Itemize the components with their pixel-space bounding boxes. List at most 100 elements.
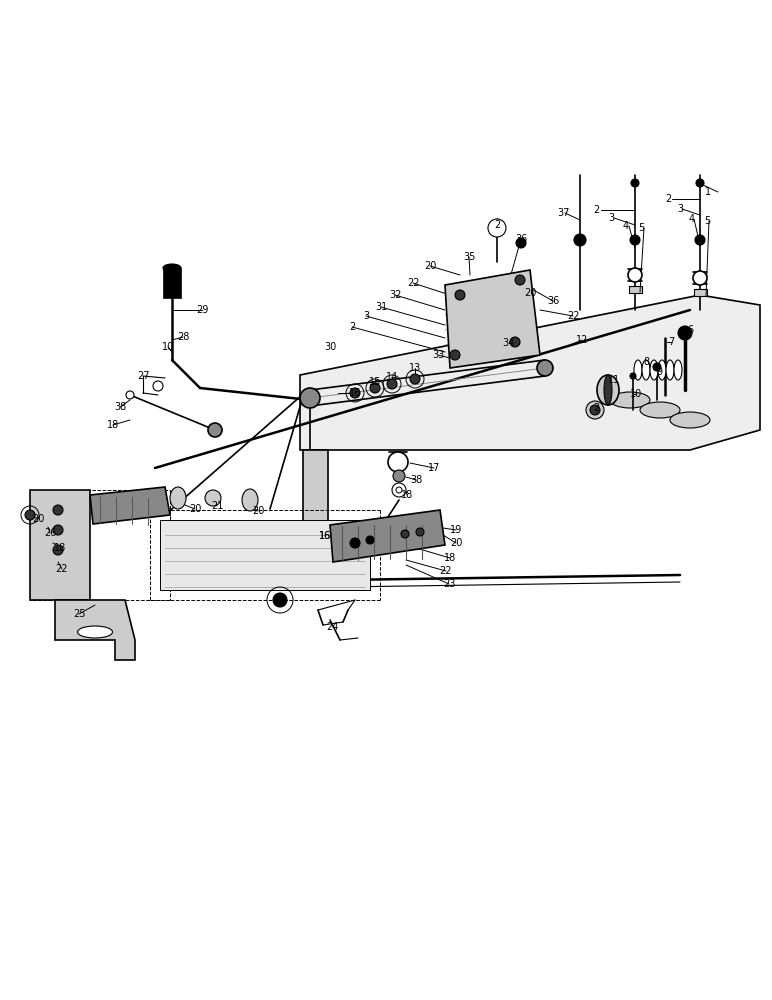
Circle shape — [630, 235, 640, 245]
Text: 38: 38 — [410, 475, 422, 485]
Text: 29: 29 — [196, 305, 208, 315]
Text: 18: 18 — [107, 420, 119, 430]
Text: 17: 17 — [428, 463, 440, 473]
Text: 25: 25 — [73, 609, 85, 619]
Ellipse shape — [77, 626, 113, 638]
Text: 10: 10 — [162, 342, 174, 352]
Ellipse shape — [666, 360, 674, 380]
Polygon shape — [55, 600, 135, 660]
Circle shape — [515, 275, 525, 285]
Ellipse shape — [650, 360, 658, 380]
Text: 22: 22 — [567, 311, 579, 321]
Text: 26: 26 — [44, 528, 56, 538]
Text: 11: 11 — [608, 375, 620, 385]
Text: 2: 2 — [349, 322, 355, 332]
Ellipse shape — [604, 375, 612, 405]
Circle shape — [574, 234, 586, 246]
Text: 18: 18 — [401, 490, 413, 500]
Ellipse shape — [634, 360, 642, 380]
Circle shape — [631, 179, 639, 187]
Circle shape — [653, 363, 661, 371]
Ellipse shape — [670, 412, 710, 428]
Text: 28: 28 — [177, 332, 189, 342]
Ellipse shape — [674, 360, 682, 380]
Ellipse shape — [640, 402, 680, 418]
Text: 19: 19 — [450, 525, 462, 535]
Text: 1: 1 — [705, 187, 711, 197]
Circle shape — [126, 391, 134, 399]
Bar — [694, 289, 707, 296]
Text: 12: 12 — [576, 335, 588, 345]
Text: 3: 3 — [677, 204, 683, 214]
Circle shape — [537, 360, 553, 376]
Text: 30: 30 — [324, 342, 336, 352]
Text: 14: 14 — [386, 372, 398, 382]
Ellipse shape — [610, 392, 650, 408]
Text: 22: 22 — [407, 278, 419, 288]
Circle shape — [350, 388, 360, 398]
Text: 2: 2 — [593, 205, 599, 215]
Circle shape — [516, 238, 526, 248]
Text: 4: 4 — [623, 221, 629, 231]
Text: 36: 36 — [515, 234, 527, 244]
Ellipse shape — [242, 489, 258, 511]
Circle shape — [53, 545, 63, 555]
Text: 33: 33 — [432, 350, 444, 360]
Polygon shape — [330, 510, 445, 562]
Circle shape — [488, 219, 506, 237]
Text: 15: 15 — [369, 377, 381, 387]
Circle shape — [392, 483, 406, 497]
Circle shape — [53, 525, 63, 535]
Circle shape — [370, 383, 380, 393]
Polygon shape — [90, 487, 170, 524]
Text: 20: 20 — [450, 538, 462, 548]
Text: 22: 22 — [56, 564, 68, 574]
Text: 16: 16 — [319, 531, 331, 541]
Text: 34: 34 — [502, 338, 514, 348]
Circle shape — [630, 373, 636, 379]
Circle shape — [300, 388, 320, 408]
Text: 2: 2 — [593, 403, 599, 413]
Circle shape — [350, 538, 360, 548]
Circle shape — [25, 510, 35, 520]
Ellipse shape — [163, 264, 181, 272]
Text: 36: 36 — [547, 296, 559, 306]
Text: 9: 9 — [656, 367, 662, 377]
Circle shape — [273, 593, 287, 607]
Text: 8: 8 — [643, 357, 649, 367]
Text: 3: 3 — [363, 311, 369, 321]
Circle shape — [410, 374, 420, 384]
Circle shape — [693, 271, 707, 285]
Text: 20: 20 — [252, 506, 264, 516]
Text: 3: 3 — [608, 213, 614, 223]
Circle shape — [208, 423, 222, 437]
Text: 22: 22 — [440, 566, 452, 576]
Text: 20: 20 — [524, 288, 537, 298]
Circle shape — [455, 290, 465, 300]
Bar — [303, 450, 328, 550]
Bar — [160, 520, 370, 590]
Text: 20: 20 — [424, 261, 436, 271]
Text: 23: 23 — [443, 579, 455, 589]
Circle shape — [510, 337, 520, 347]
Text: 20: 20 — [32, 514, 44, 524]
Polygon shape — [30, 490, 90, 600]
Text: 32: 32 — [389, 290, 401, 300]
Text: 31: 31 — [375, 302, 387, 312]
Text: 2: 2 — [665, 194, 671, 204]
Text: 2: 2 — [494, 220, 500, 230]
Text: 7: 7 — [668, 337, 674, 347]
Circle shape — [387, 379, 397, 389]
Circle shape — [492, 223, 502, 233]
Text: 18: 18 — [54, 543, 66, 553]
Text: 16: 16 — [349, 388, 361, 398]
Text: 38: 38 — [114, 402, 126, 412]
Circle shape — [393, 470, 405, 482]
Polygon shape — [300, 295, 760, 450]
Text: 21: 21 — [211, 501, 223, 511]
Ellipse shape — [642, 360, 650, 380]
Circle shape — [586, 401, 604, 419]
Text: 37: 37 — [557, 208, 569, 218]
Text: 27: 27 — [137, 371, 149, 381]
Ellipse shape — [170, 487, 186, 509]
